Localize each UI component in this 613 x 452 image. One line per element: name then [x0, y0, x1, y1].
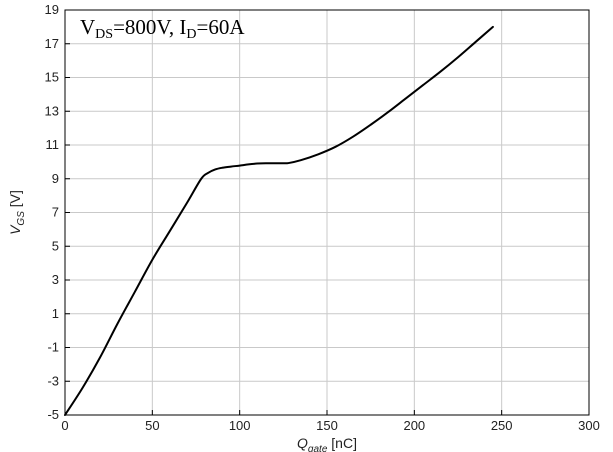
y-tick-label: 17 — [45, 36, 59, 51]
x-axis-ticks: 0 50 100 150 200 250 300 — [61, 410, 600, 433]
x-axis-label-main: Q — [297, 435, 308, 451]
plot-frame — [64, 9, 590, 416]
annotation-text-part: =60A — [197, 15, 246, 39]
y-tick-label: 15 — [45, 70, 59, 85]
y-tick-label: -1 — [47, 340, 59, 355]
x-tick-label: 50 — [145, 418, 159, 433]
x-axis-label-sub: gate — [308, 444, 328, 452]
series-layer — [64, 25, 494, 416]
chart-annotation: VDS=800V, ID=60A — [80, 15, 245, 42]
x-tick-label: 250 — [491, 418, 513, 433]
y-tick-label: 13 — [45, 103, 59, 118]
y-axis-label: VGS [V] — [7, 190, 27, 235]
x-tick-label: 200 — [403, 418, 425, 433]
y-tick-label: 5 — [52, 238, 59, 253]
y-axis-label-unit: [V] — [7, 190, 23, 211]
y-tick-label: 7 — [52, 205, 59, 220]
x-tick-label: 300 — [578, 418, 600, 433]
y-tick-label: 3 — [52, 272, 59, 287]
y-tick-label: 11 — [46, 137, 60, 152]
annotation-subscript: D — [186, 27, 196, 42]
gate-charge-curve — [64, 25, 494, 416]
y-tick-label: -5 — [47, 407, 59, 422]
x-axis-label-unit: [nC] — [327, 435, 357, 451]
y-axis-label-sub: GS — [16, 211, 27, 226]
grid-lines — [64, 9, 590, 416]
annotation-text-part: =800V, I — [113, 15, 186, 39]
x-tick-label: 0 — [61, 418, 68, 433]
y-tick-label: 9 — [52, 171, 59, 186]
x-tick-label: 150 — [316, 418, 338, 433]
annotation-text-part: V — [80, 15, 95, 39]
y-tick-label: 19 — [45, 2, 59, 17]
y-axis-label-main: V — [7, 224, 23, 235]
y-tick-label: 1 — [52, 306, 59, 321]
x-tick-label: 100 — [229, 418, 251, 433]
y-tick-label: -3 — [47, 373, 59, 388]
annotation-subscript: DS — [95, 27, 113, 42]
x-axis-label: Qgate [nC] — [297, 435, 357, 452]
